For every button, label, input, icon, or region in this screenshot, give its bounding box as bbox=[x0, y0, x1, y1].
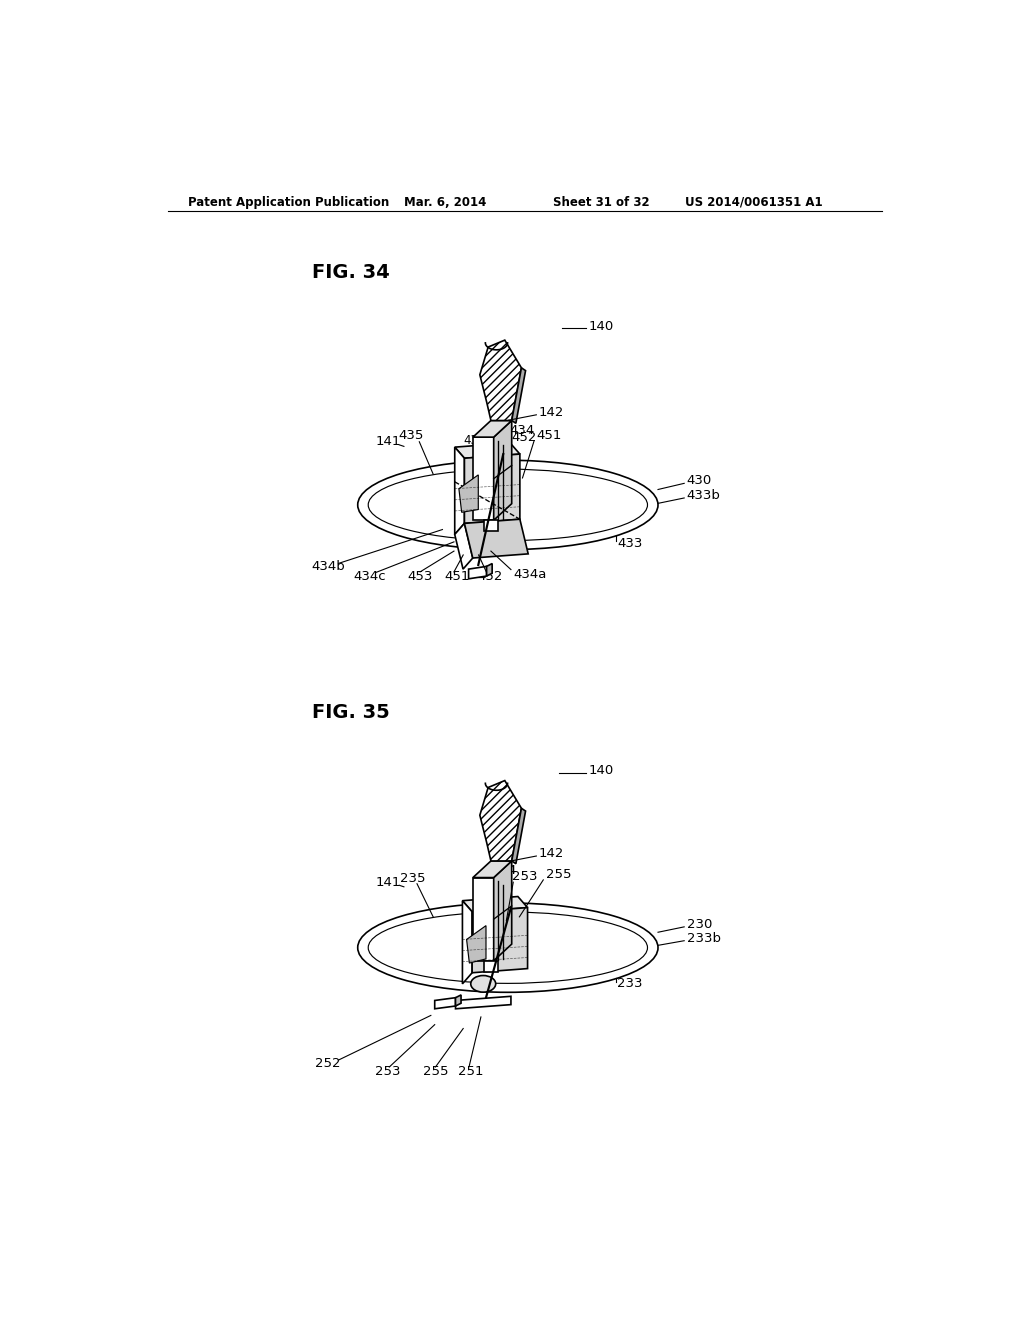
Polygon shape bbox=[494, 861, 512, 961]
Polygon shape bbox=[473, 421, 512, 437]
Polygon shape bbox=[473, 878, 494, 961]
Text: 452: 452 bbox=[512, 430, 537, 444]
Text: 435: 435 bbox=[398, 429, 424, 442]
Text: 142: 142 bbox=[539, 407, 564, 418]
Text: 234: 234 bbox=[490, 865, 516, 878]
Polygon shape bbox=[456, 997, 511, 1008]
Text: 434: 434 bbox=[509, 424, 535, 437]
Text: 451: 451 bbox=[537, 429, 562, 442]
Text: 452: 452 bbox=[477, 570, 503, 583]
Polygon shape bbox=[455, 524, 473, 569]
Text: 233b: 233b bbox=[686, 932, 721, 945]
Text: FIG. 35: FIG. 35 bbox=[311, 704, 389, 722]
Text: 142: 142 bbox=[539, 847, 564, 861]
Polygon shape bbox=[459, 475, 478, 512]
Ellipse shape bbox=[471, 975, 496, 993]
Text: 433: 433 bbox=[617, 537, 643, 550]
Text: 433b: 433b bbox=[686, 490, 720, 502]
Polygon shape bbox=[465, 519, 528, 558]
Polygon shape bbox=[467, 925, 486, 964]
Text: 141: 141 bbox=[376, 875, 400, 888]
Polygon shape bbox=[456, 995, 461, 1006]
Text: 430: 430 bbox=[686, 474, 712, 487]
Ellipse shape bbox=[357, 903, 658, 993]
Text: 434a: 434a bbox=[513, 568, 547, 581]
Text: 230: 230 bbox=[686, 917, 712, 931]
Text: 253: 253 bbox=[512, 870, 538, 883]
Polygon shape bbox=[455, 447, 465, 535]
Polygon shape bbox=[455, 444, 520, 458]
Text: 434b: 434b bbox=[311, 560, 345, 573]
Text: 140: 140 bbox=[589, 764, 614, 777]
Text: 255: 255 bbox=[547, 869, 571, 880]
Ellipse shape bbox=[357, 461, 658, 549]
Text: 252: 252 bbox=[315, 1056, 341, 1069]
Text: 251: 251 bbox=[458, 1065, 483, 1078]
Text: 233: 233 bbox=[617, 977, 643, 990]
Polygon shape bbox=[463, 900, 472, 983]
Polygon shape bbox=[494, 421, 512, 520]
Text: Sheet 31 of 32: Sheet 31 of 32 bbox=[553, 195, 649, 209]
Polygon shape bbox=[472, 908, 527, 973]
Text: 235: 235 bbox=[400, 871, 426, 884]
Text: 253: 253 bbox=[376, 1065, 401, 1078]
Polygon shape bbox=[512, 368, 525, 424]
Polygon shape bbox=[473, 437, 494, 520]
Polygon shape bbox=[463, 896, 527, 912]
Text: 434d: 434d bbox=[463, 434, 494, 447]
Polygon shape bbox=[484, 961, 498, 972]
Text: Mar. 6, 2014: Mar. 6, 2014 bbox=[403, 195, 486, 209]
Text: 255: 255 bbox=[423, 1065, 449, 1078]
Text: FIG. 34: FIG. 34 bbox=[311, 263, 389, 282]
Polygon shape bbox=[465, 454, 520, 524]
Polygon shape bbox=[473, 861, 512, 878]
Text: 453: 453 bbox=[408, 570, 433, 583]
Text: US 2014/0061351 A1: US 2014/0061351 A1 bbox=[685, 195, 822, 209]
Polygon shape bbox=[480, 780, 521, 861]
Polygon shape bbox=[469, 566, 486, 578]
Text: 451: 451 bbox=[444, 570, 470, 583]
Polygon shape bbox=[480, 341, 521, 421]
Polygon shape bbox=[486, 564, 493, 576]
Polygon shape bbox=[512, 808, 525, 863]
Polygon shape bbox=[484, 520, 498, 532]
Text: 434c: 434c bbox=[354, 570, 386, 583]
Polygon shape bbox=[435, 998, 456, 1008]
Text: Patent Application Publication: Patent Application Publication bbox=[188, 195, 389, 209]
Text: 141: 141 bbox=[376, 436, 400, 449]
Text: 140: 140 bbox=[589, 319, 614, 333]
